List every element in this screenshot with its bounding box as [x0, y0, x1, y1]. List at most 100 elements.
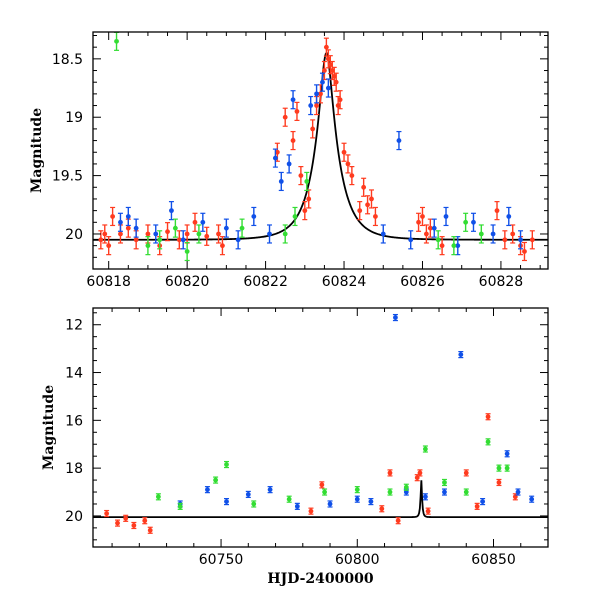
data-point-green [196, 231, 202, 237]
data-point-red [274, 149, 280, 155]
data-point-red [123, 515, 129, 521]
data-point-red [425, 508, 431, 514]
data-point-red [395, 518, 401, 524]
y-tick-label: 18 [65, 461, 83, 477]
data-point-blue [443, 214, 449, 219]
data-point-red [522, 249, 527, 254]
data-point-red [337, 97, 343, 103]
data-point-green [114, 38, 119, 44]
data-point-blue [133, 225, 139, 231]
x-tick-label: 60800 [335, 552, 380, 568]
data-point-red [387, 470, 393, 476]
y-axis-title: Magnitude [29, 108, 45, 193]
data-point-blue [169, 208, 174, 214]
data-point-blue [504, 451, 510, 457]
data-point-red [322, 68, 327, 73]
data-point-green [184, 249, 190, 254]
data-point-green [224, 462, 229, 467]
data-point-red [192, 219, 198, 225]
data-point-red [306, 196, 312, 202]
y-tick-label: 12 [65, 318, 83, 334]
data-point-green [282, 231, 288, 237]
data-point-green [304, 179, 310, 184]
plot-frame [92, 31, 549, 270]
data-point-red [115, 520, 120, 526]
data-point-red [147, 527, 153, 533]
data-point-green [403, 484, 409, 490]
data-point-red [373, 214, 378, 219]
data-point-blue [286, 161, 292, 167]
data-point-red [142, 518, 148, 524]
data-point-red [335, 103, 341, 108]
data-point-red [290, 138, 296, 143]
data-point-blue [518, 237, 523, 243]
data-point-blue [455, 243, 461, 249]
data-point-red [323, 44, 329, 50]
x-tick-label: 60824 [322, 274, 367, 290]
data-point-red [282, 114, 288, 120]
data-point-green [172, 225, 178, 231]
data-point-green [239, 225, 245, 231]
data-point-blue [308, 103, 314, 108]
data-point-red [345, 161, 351, 167]
data-point-red [496, 480, 502, 485]
data-point-green [496, 465, 502, 471]
data-point-red [220, 243, 225, 249]
data-point-green [322, 489, 327, 495]
data-point-blue [272, 155, 278, 161]
y-tick-label: 20 [65, 509, 83, 525]
data-point-red [357, 208, 363, 214]
data-point-red [463, 470, 469, 476]
data-point-red [529, 237, 535, 243]
data-point-red [494, 208, 500, 214]
top-panel: 60818 60820 60822 60824 60826 60828 18.5 19 19.5… [29, 31, 549, 290]
data-point-blue [205, 487, 210, 493]
data-point-blue [320, 79, 325, 85]
data-point-blue [118, 219, 123, 225]
bottom-panel: 60750 60800 60850 12 14 16 18 20 Magnitude HJD-24… [41, 307, 549, 587]
y-tick-label: 20 [65, 227, 83, 243]
data-point-green [177, 503, 183, 509]
data-point-blue [223, 225, 229, 231]
data-point-blue [506, 214, 512, 219]
plot-area [93, 32, 548, 262]
data-point-blue [368, 499, 374, 504]
data-point-red [424, 231, 429, 237]
data-point-red [439, 243, 445, 249]
x-tick-label: 60818 [86, 274, 131, 290]
data-point-green [145, 243, 151, 249]
data-point-red [145, 231, 151, 237]
y-tick-label: 19 [65, 110, 83, 126]
data-point-blue [396, 138, 402, 143]
data-point-blue [235, 237, 241, 243]
y-tick-label: 18.5 [52, 52, 83, 68]
data-point-blue [471, 219, 476, 225]
data-point-blue [224, 499, 229, 504]
data-point-blue [180, 237, 186, 243]
data-point-green [451, 243, 457, 249]
data-point-green [485, 439, 491, 445]
data-point-blue [267, 487, 273, 493]
plot-area [93, 313, 548, 534]
data-point-green [213, 477, 219, 483]
data-point-blue [393, 315, 398, 320]
data-point-red [474, 503, 480, 509]
data-point-red [369, 196, 374, 202]
data-point-red [98, 237, 104, 243]
data-point-red [485, 414, 491, 420]
y-tick-label: 16 [65, 413, 83, 429]
data-point-blue [278, 179, 284, 184]
data-point-red [310, 126, 316, 132]
data-point-red [379, 506, 385, 512]
x-tick-label: 60820 [165, 274, 210, 290]
data-point-green [463, 489, 469, 495]
data-point-blue [200, 219, 206, 225]
data-point-red [302, 208, 308, 214]
data-point-red [318, 91, 323, 97]
data-point-blue [153, 231, 159, 237]
data-point-blue [529, 496, 535, 502]
data-point-blue [408, 237, 414, 243]
data-point-red [329, 68, 335, 73]
data-point-red [502, 237, 508, 243]
